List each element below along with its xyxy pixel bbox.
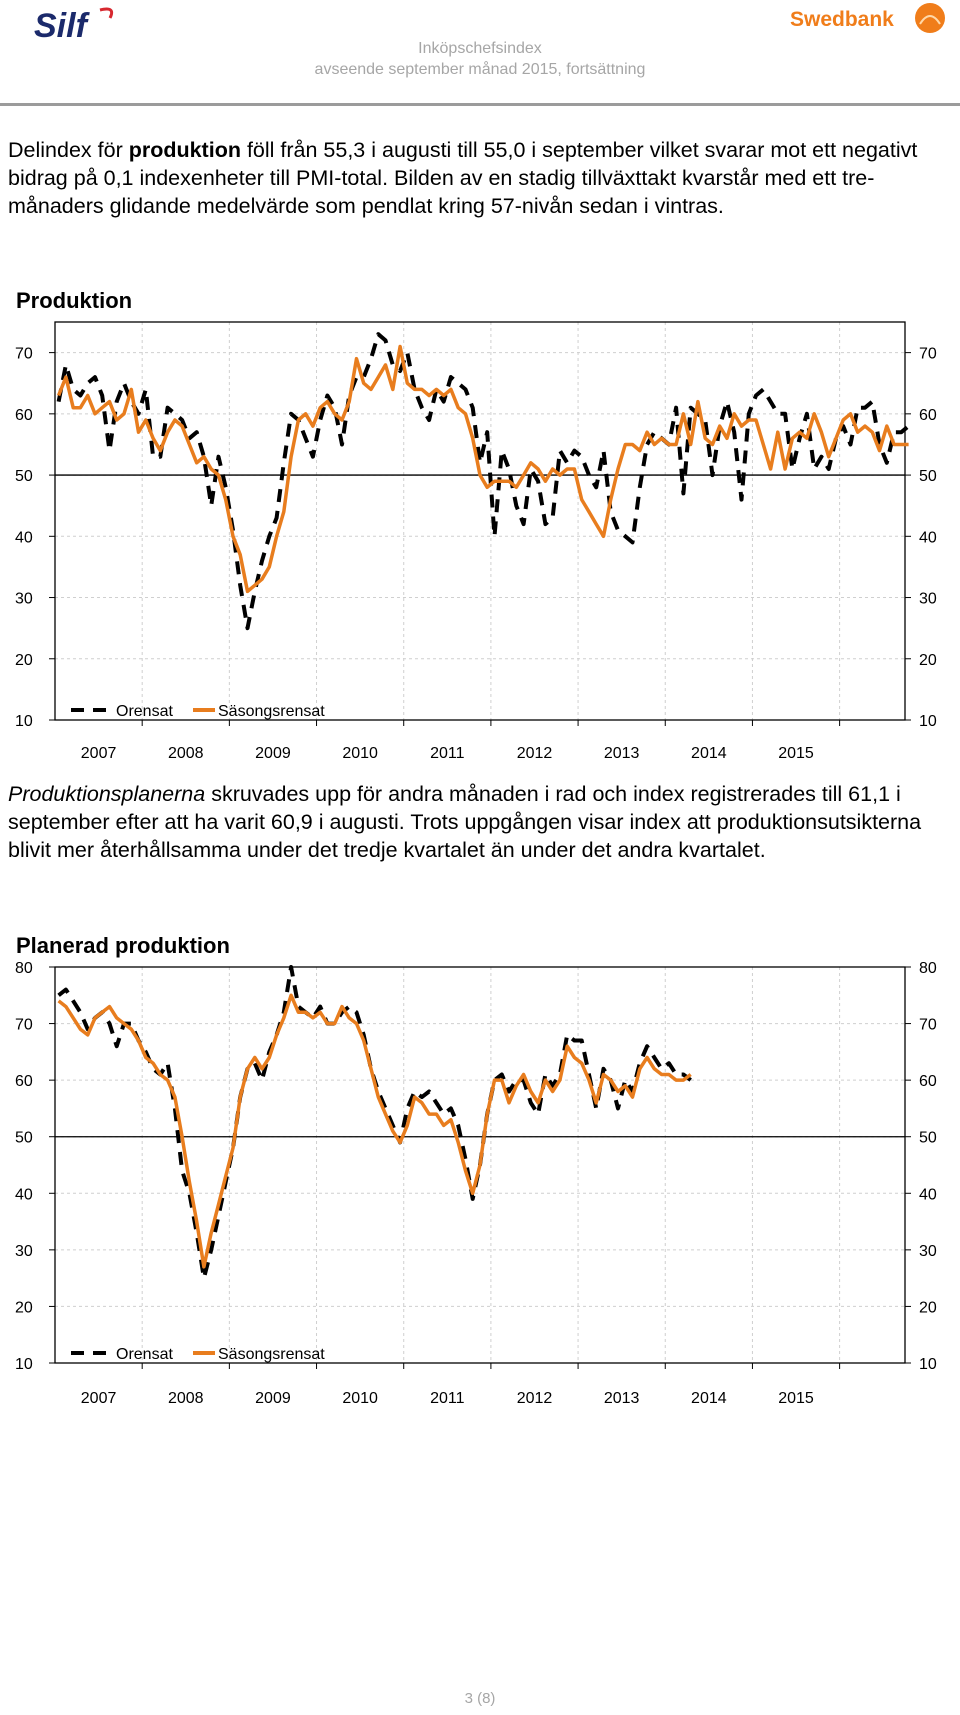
x-tick-label: 2013 bbox=[604, 1390, 640, 1407]
x-tick-label: 2012 bbox=[517, 745, 553, 762]
y-tick-label-right: 70 bbox=[919, 1017, 937, 1034]
x-tick-label: 2011 bbox=[430, 745, 465, 762]
header-divider bbox=[0, 103, 960, 106]
x-tick-label: 2013 bbox=[604, 745, 640, 762]
chart-title-produktion: Produktion bbox=[16, 288, 133, 313]
paragraph-planerad: Produktionsplanerna skruvades upp för an… bbox=[8, 780, 948, 864]
page-number: 3 (8) bbox=[464, 1690, 496, 1707]
y-tick-label-right: 30 bbox=[919, 591, 937, 608]
series-line-orensat bbox=[56, 332, 910, 631]
x-tick-label: 2015 bbox=[778, 745, 814, 762]
y-tick-label-left: 70 bbox=[15, 346, 33, 363]
y-tick-label-right: 40 bbox=[919, 529, 937, 546]
y-tick-label-left: 30 bbox=[15, 1243, 33, 1260]
y-tick-label-right: 30 bbox=[919, 1243, 937, 1260]
y-tick-label-left: 60 bbox=[15, 407, 33, 424]
swedbank-logo: Swedbank bbox=[790, 2, 950, 43]
legend-label-orensat: Orensat bbox=[116, 1346, 173, 1363]
paragraph-text: skruvades upp för andra månaden i rad oc… bbox=[8, 782, 922, 862]
x-tick-label: 2011 bbox=[430, 1390, 465, 1407]
paragraph-text: Delindex för bbox=[8, 138, 129, 162]
silf-logo-text: Silf bbox=[34, 7, 91, 42]
x-tick-label: 2009 bbox=[255, 1390, 291, 1407]
y-tick-label-right: 70 bbox=[919, 346, 937, 363]
series-line-orensat bbox=[57, 965, 692, 1281]
page-header: Silf Swedbank Inköpschefsindex avseende … bbox=[0, 0, 960, 106]
y-tick-label-right: 50 bbox=[919, 1130, 937, 1147]
x-tick-label: 2014 bbox=[691, 1390, 727, 1407]
series-line-sasongsrensat bbox=[57, 993, 692, 1269]
y-tick-label-left: 70 bbox=[15, 1017, 33, 1034]
plot-frame bbox=[54, 321, 906, 721]
header-subtitle: avseende september månad 2015, fortsättn… bbox=[314, 61, 646, 78]
y-tick-label-right: 20 bbox=[919, 1299, 937, 1316]
y-tick-label-left: 30 bbox=[15, 591, 33, 608]
legend-label-sasongsrensat: Säsongsrensat bbox=[218, 1346, 325, 1363]
legend-label-sasongsrensat: Säsongsrensat bbox=[218, 703, 325, 720]
swedbank-logo-text: Swedbank bbox=[790, 8, 894, 31]
swedbank-oak-icon bbox=[915, 3, 945, 33]
x-tick-label: 2007 bbox=[81, 745, 117, 762]
x-tick-label: 2010 bbox=[342, 1390, 378, 1407]
y-tick-label-left: 10 bbox=[15, 713, 33, 730]
y-tick-label-right: 20 bbox=[919, 652, 937, 669]
x-tick-label: 2008 bbox=[168, 745, 204, 762]
x-tick-label: 2014 bbox=[691, 745, 727, 762]
silf-logo: Silf bbox=[34, 6, 124, 47]
chart-produktion: 10 10 20 20 30 30 40 40 50 50 60 60 70 70 2007 2008 2009… bbox=[15, 321, 937, 762]
header-title: Inköpschefsindex bbox=[418, 40, 542, 57]
plot-frame bbox=[54, 966, 906, 1364]
paragraph-produktion: Delindex för produktion föll från 55,3 i… bbox=[8, 136, 948, 220]
y-tick-label-right: 10 bbox=[919, 713, 937, 730]
y-tick-label-left: 20 bbox=[15, 1299, 33, 1316]
x-tick-label: 2008 bbox=[168, 1390, 204, 1407]
y-tick-label-left: 40 bbox=[15, 529, 33, 546]
y-tick-label-right: 40 bbox=[919, 1186, 937, 1203]
x-tick-label: 2007 bbox=[81, 1390, 117, 1407]
y-tick-label-left: 10 bbox=[15, 1356, 33, 1373]
chart-title-planerad-produktion: Planerad produktion bbox=[16, 933, 230, 958]
x-tick-label: 2010 bbox=[342, 745, 378, 762]
legend-label-orensat: Orensat bbox=[116, 703, 173, 720]
y-tick-label-right: 10 bbox=[919, 1356, 937, 1373]
y-tick-label-right: 60 bbox=[919, 1073, 937, 1090]
paragraph-bold-term: produktion bbox=[128, 138, 241, 162]
x-tick-label: 2015 bbox=[778, 1390, 814, 1407]
y-tick-label-left: 50 bbox=[15, 1130, 33, 1147]
y-tick-label-left: 80 bbox=[15, 960, 33, 977]
x-tick-label: 2012 bbox=[517, 1390, 553, 1407]
x-tick-label: 2009 bbox=[255, 745, 291, 762]
paragraph-text: föll från 55,3 i augusti till 55,0 i sep… bbox=[8, 138, 918, 218]
y-tick-label-left: 40 bbox=[15, 1186, 33, 1203]
series-line-sasongsrensat bbox=[56, 344, 909, 594]
y-tick-label-right: 80 bbox=[919, 960, 937, 977]
paragraph-italic-term: Produktionsplanerna bbox=[8, 782, 206, 806]
y-tick-label-left: 20 bbox=[15, 652, 33, 669]
chart-planerad-produktion: 10 10 20 20 30 30 40 40 50 50 60 60 70 70 80 80 2007 2008… bbox=[15, 960, 937, 1407]
y-tick-label-right: 50 bbox=[919, 468, 937, 485]
y-tick-label-left: 50 bbox=[15, 468, 33, 485]
y-tick-label-left: 60 bbox=[15, 1073, 33, 1090]
y-tick-label-right: 60 bbox=[919, 407, 937, 424]
